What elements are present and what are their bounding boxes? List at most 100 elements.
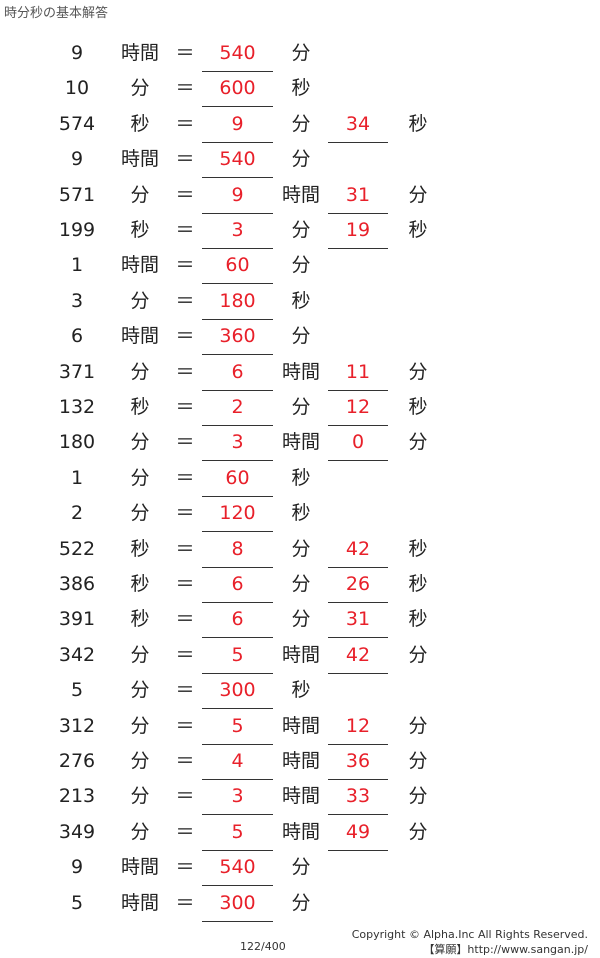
answer-unit-2: 分 bbox=[408, 431, 428, 454]
answer-1: 3 bbox=[202, 779, 273, 816]
given-unit: 時間 bbox=[120, 148, 159, 171]
problem-row: 522 秒 ＝ 8 分 42 秒 bbox=[0, 532, 600, 568]
given-number: 9 bbox=[70, 856, 84, 879]
equals-sign: ＝ bbox=[175, 183, 195, 206]
answer-unit-1: 分 bbox=[291, 148, 311, 171]
given-unit: 分 bbox=[130, 820, 150, 843]
equals-sign: ＝ bbox=[175, 643, 195, 666]
equals-sign: ＝ bbox=[175, 820, 195, 843]
given-unit: 秒 bbox=[130, 537, 150, 560]
given-number: 3 bbox=[70, 289, 84, 312]
equals-sign: ＝ bbox=[175, 785, 195, 808]
page-number: 122/400 bbox=[240, 940, 286, 953]
equals-sign: ＝ bbox=[175, 856, 195, 879]
given-number: 213 bbox=[58, 785, 96, 808]
copyright-block: Copyright © Alpha.Inc All Rights Reserve… bbox=[352, 927, 588, 957]
answer-1: 60 bbox=[202, 248, 273, 285]
given-number: 371 bbox=[58, 360, 96, 383]
equals-sign: ＝ bbox=[175, 679, 195, 702]
answer-1: 3 bbox=[202, 425, 273, 462]
answer-1: 540 bbox=[202, 850, 273, 887]
answer-2: 26 bbox=[328, 567, 388, 603]
given-unit: 時間 bbox=[120, 254, 159, 277]
given-number: 2 bbox=[70, 502, 84, 525]
answer-unit-1: 時間 bbox=[281, 431, 320, 454]
problem-row: 574 秒 ＝ 9 分 34 秒 bbox=[0, 107, 600, 143]
answer-unit-1: 時間 bbox=[281, 714, 320, 737]
answer-unit-2: 秒 bbox=[408, 219, 428, 241]
answer-unit-1: 秒 bbox=[291, 466, 311, 489]
answer-2: 36 bbox=[328, 744, 388, 780]
answer-unit-2: 分 bbox=[408, 360, 428, 383]
given-unit: 分 bbox=[130, 289, 150, 312]
answer-2: 49 bbox=[328, 815, 388, 851]
answer-1: 8 bbox=[202, 532, 273, 568]
problem-row: 2 分 ＝ 120 秒 bbox=[0, 496, 600, 533]
answer-unit-1: 秒 bbox=[291, 289, 311, 312]
problem-row: 571 分 ＝ 9 時間 31 分 bbox=[0, 178, 600, 214]
answer-1: 4 bbox=[202, 744, 273, 780]
answer-unit-1: 分 bbox=[291, 325, 311, 348]
answer-2: 0 bbox=[328, 425, 388, 462]
answer-unit-1: 分 bbox=[291, 254, 311, 277]
given-number: 522 bbox=[58, 537, 96, 560]
answer-unit-2: 秒 bbox=[408, 573, 428, 595]
answer-unit-2: 秒 bbox=[408, 608, 428, 631]
answer-2: 11 bbox=[328, 355, 388, 391]
answer-2: 42 bbox=[328, 532, 388, 568]
site-url: 【算願】http://www.sangan.jp/ bbox=[423, 943, 588, 956]
answer-unit-1: 秒 bbox=[291, 679, 311, 702]
equals-sign: ＝ bbox=[175, 325, 195, 348]
answer-2: 31 bbox=[328, 602, 388, 639]
answer-unit-1: 秒 bbox=[291, 77, 311, 100]
equals-sign: ＝ bbox=[175, 42, 195, 64]
copyright-text: Copyright © Alpha.Inc All Rights Reserve… bbox=[351, 928, 588, 941]
given-number: 312 bbox=[58, 714, 96, 737]
problem-row: 9 時間 ＝ 540 分 bbox=[0, 850, 600, 887]
problem-row: 199 秒 ＝ 3 分 19 秒 bbox=[0, 213, 600, 249]
answer-unit-2: 分 bbox=[408, 714, 428, 737]
answer-1: 60 bbox=[202, 461, 273, 497]
problem-row: 180 分＝ 3 時間 0 分 bbox=[0, 425, 600, 462]
problem-row: 386 秒 ＝ 6 分 26 秒 bbox=[0, 567, 600, 603]
answer-unit-1: 時間 bbox=[281, 785, 320, 808]
given-number: 571 bbox=[58, 183, 96, 206]
answer-unit-2: 分 bbox=[408, 643, 428, 666]
answer-unit-2: 分 bbox=[408, 183, 428, 206]
problem-row: 132 秒 ＝ 2 分 12 秒 bbox=[0, 390, 600, 426]
equals-sign: ＝ bbox=[175, 573, 195, 595]
given-number: 199 bbox=[58, 219, 96, 241]
problem-row: 312 分 ＝ 5 時間 12 分 bbox=[0, 709, 600, 745]
answer-1: 120 bbox=[202, 496, 273, 533]
answer-unit-1: 分 bbox=[291, 112, 311, 135]
answer-1: 5 bbox=[202, 815, 273, 851]
given-number: 9 bbox=[70, 148, 84, 171]
answer-unit-1: 分 bbox=[291, 396, 311, 418]
equals-sign: ＝ bbox=[175, 219, 195, 241]
answer-1: 360 bbox=[202, 319, 273, 356]
answer-unit-1: 時間 bbox=[281, 643, 320, 666]
given-unit: 分 bbox=[130, 466, 150, 489]
answer-unit-2: 分 bbox=[408, 785, 428, 808]
answer-1: 3 bbox=[202, 213, 273, 249]
given-unit: 時間 bbox=[120, 325, 159, 348]
given-unit: 時間 bbox=[120, 856, 159, 879]
given-unit: 分 bbox=[130, 785, 150, 808]
answer-1: 2 bbox=[202, 390, 273, 426]
problem-row: 9 時間 ＝ 540 分 bbox=[0, 36, 600, 72]
problem-row: 276 分 ＝ 4 時間 36 分 bbox=[0, 744, 600, 780]
answer-1: 180 bbox=[202, 284, 273, 320]
problem-row: 3 分 ＝ 180 秒 bbox=[0, 284, 600, 320]
problem-row: 1 時間 ＝ 60 分 bbox=[0, 248, 600, 285]
problem-row: 1 分 ＝ 60 秒 bbox=[0, 461, 600, 497]
answer-unit-1: 時間 bbox=[281, 820, 320, 843]
answer-1: 6 bbox=[202, 355, 273, 391]
answer-2: 34 bbox=[328, 107, 388, 143]
given-unit: 分 bbox=[130, 679, 150, 702]
problem-row: 6 時間 ＝ 360 分 bbox=[0, 319, 600, 356]
given-number: 349 bbox=[58, 820, 96, 843]
answer-unit-2: 分 bbox=[408, 820, 428, 843]
answer-1: 9 bbox=[202, 178, 273, 214]
given-unit: 秒 bbox=[130, 219, 150, 241]
given-unit: 秒 bbox=[130, 396, 150, 418]
